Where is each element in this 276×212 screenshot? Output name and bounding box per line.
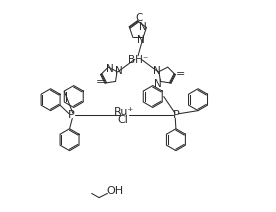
- Text: =: =: [96, 78, 105, 88]
- Text: =: =: [176, 69, 185, 79]
- Text: Cl: Cl: [117, 115, 128, 125]
- Text: Ru⁺: Ru⁺: [114, 107, 134, 117]
- Text: N: N: [115, 66, 123, 76]
- Text: N: N: [137, 35, 145, 45]
- Text: N: N: [155, 78, 162, 89]
- Text: N: N: [153, 66, 161, 76]
- Text: BH⁻: BH⁻: [128, 55, 148, 65]
- Text: C: C: [135, 13, 143, 23]
- Text: N: N: [106, 64, 114, 74]
- Text: OH: OH: [106, 186, 123, 196]
- Text: P: P: [68, 110, 75, 120]
- Text: P: P: [172, 110, 179, 120]
- Text: N: N: [139, 22, 147, 32]
